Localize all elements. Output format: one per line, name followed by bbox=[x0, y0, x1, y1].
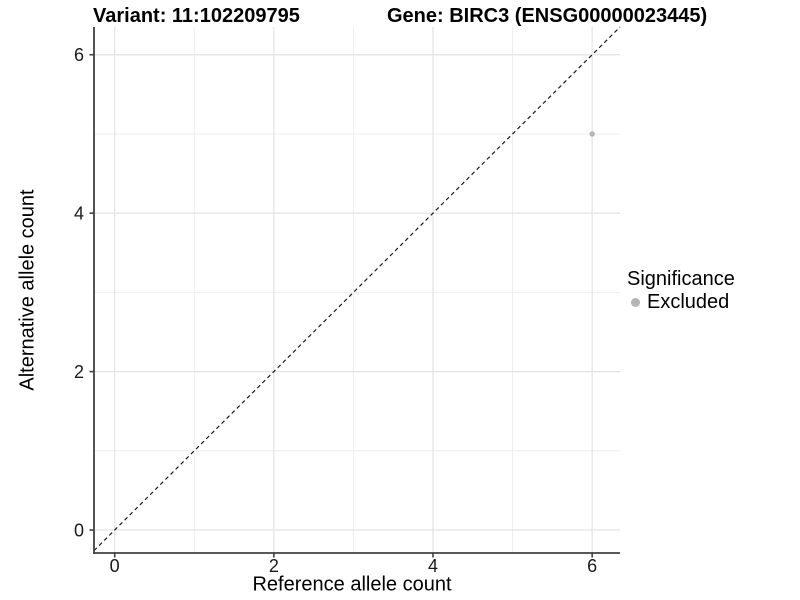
y-axis-title: Alternative allele count bbox=[16, 189, 39, 391]
legend-item-label: Excluded bbox=[647, 291, 730, 313]
y-tick-label: 4 bbox=[74, 204, 84, 224]
x-axis-title: Reference allele count bbox=[252, 573, 452, 596]
x-tick-label: 0 bbox=[110, 556, 120, 576]
variant-title: Variant: 11:102209795 bbox=[93, 5, 300, 27]
y-tick-label: 2 bbox=[74, 362, 84, 382]
legend-item-excluded: Excluded bbox=[631, 291, 735, 314]
data-point bbox=[589, 131, 595, 137]
legend-dot-icon bbox=[631, 298, 640, 307]
legend: Significance Excluded bbox=[627, 268, 735, 314]
y-tick-label: 0 bbox=[74, 521, 84, 541]
x-tick-label: 2 bbox=[269, 556, 279, 576]
gene-title: Gene: BIRC3 (ENSG00000023445) bbox=[387, 5, 708, 27]
x-tick-label: 4 bbox=[428, 556, 438, 576]
identity-dashed-line bbox=[93, 26, 621, 552]
y-tick-label: 6 bbox=[74, 45, 84, 65]
x-tick-label: 6 bbox=[587, 556, 597, 576]
legend-title: Significance bbox=[627, 268, 735, 290]
